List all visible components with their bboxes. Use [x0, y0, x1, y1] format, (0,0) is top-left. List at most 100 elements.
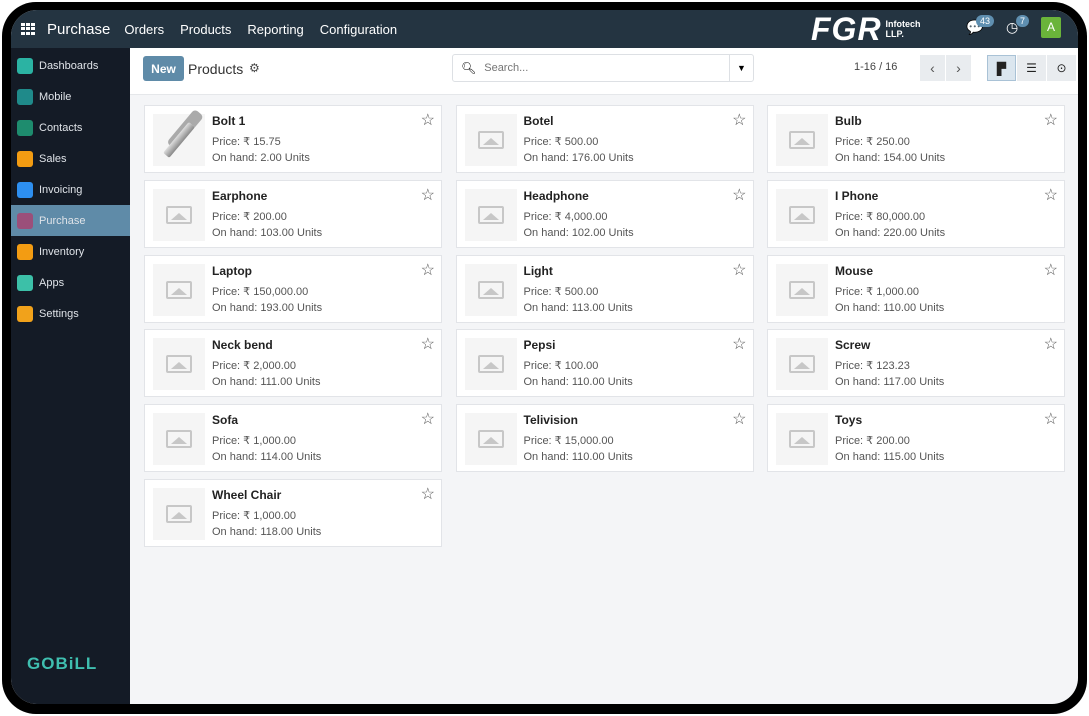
- app-name[interactable]: Purchase: [47, 20, 111, 38]
- product-on-hand: On hand: 111.00 Units: [212, 376, 321, 389]
- product-card[interactable]: Light Price: ₹ 500.00 On hand: 113.00 Un…: [455, 254, 754, 323]
- star-icon[interactable]: ☆: [1043, 261, 1058, 279]
- product-name: Wheel Chair: [212, 488, 282, 502]
- product-on-hand: On hand: 114.00 Units: [212, 451, 322, 464]
- control-panel: New Products ⚙ 🔍︎ ▼ 1-16 / 16 ‹ › ▛ ☰ ⊙: [130, 48, 1078, 95]
- sidebar-item-label: Inventory: [39, 245, 85, 258]
- logo-text: FGR: [811, 11, 882, 47]
- star-icon[interactable]: ☆: [420, 411, 435, 429]
- activities-button[interactable]: ◷ 7: [1006, 15, 1030, 36]
- dashboards-icon: [17, 57, 33, 74]
- star-icon[interactable]: ☆: [420, 112, 435, 129]
- menu-products[interactable]: Products: [180, 21, 232, 37]
- star-icon[interactable]: ☆: [420, 486, 435, 503]
- gear-icon[interactable]: ⚙: [249, 61, 260, 75]
- pager-previous[interactable]: ‹: [920, 55, 945, 81]
- sidebar-item-dashboards[interactable]: Dashboards: [11, 50, 130, 81]
- product-on-hand: On hand: 117.00 Units: [835, 376, 945, 389]
- new-button[interactable]: New: [143, 56, 184, 81]
- product-on-hand: On hand: 176.00 Units: [523, 152, 634, 164]
- product-card[interactable]: Sofa Price: ₹ 1,000.00 On hand: 114.00 U…: [144, 404, 442, 473]
- product-on-hand: On hand: 110.00 Units: [835, 301, 945, 314]
- product-card[interactable]: Screw Price: ₹ 123.23 On hand: 117.00 Un…: [767, 329, 1065, 398]
- product-name: Botel: [523, 114, 554, 128]
- product-image: [776, 263, 828, 316]
- messages-count: 43: [976, 15, 995, 27]
- product-image: [464, 413, 517, 466]
- sidebar-item-mobile[interactable]: Mobile: [11, 81, 130, 112]
- product-on-hand: On hand: 118.00 Units: [212, 526, 322, 538]
- star-icon[interactable]: ☆: [732, 336, 747, 354]
- star-icon[interactable]: ☆: [420, 261, 435, 279]
- product-card[interactable]: Wheel Chair Price: ₹ 1,000.00 On hand: 1…: [144, 479, 442, 547]
- product-image: [153, 413, 205, 466]
- star-icon[interactable]: ☆: [420, 186, 435, 204]
- star-icon[interactable]: ☆: [1043, 186, 1058, 204]
- product-card[interactable]: Telivision Price: ₹ 15,000.00 On hand: 1…: [455, 404, 754, 473]
- product-name: Telivision: [523, 413, 578, 428]
- product-price: Price: ₹ 500.00: [523, 136, 599, 148]
- product-name: Bolt 1: [212, 114, 246, 128]
- sidebar-item-label: Apps: [39, 276, 65, 289]
- product-card[interactable]: Bulb Price: ₹ 250.00 On hand: 154.00 Uni…: [767, 105, 1065, 173]
- sidebar-item-apps[interactable]: Apps: [11, 267, 130, 298]
- product-name: I Phone: [835, 188, 879, 203]
- kanban-view-button[interactable]: ▛: [987, 55, 1016, 81]
- product-on-hand: On hand: 102.00 Units: [523, 226, 634, 239]
- sidebar-item-contacts[interactable]: Contacts: [11, 112, 130, 143]
- sidebar-item-purchase[interactable]: Purchase: [11, 205, 130, 236]
- sales-icon: [17, 150, 33, 167]
- sidebar-item-sales[interactable]: Sales: [11, 143, 130, 174]
- menu-reporting[interactable]: Reporting: [247, 21, 304, 37]
- product-card[interactable]: Toys Price: ₹ 200.00 On hand: 115.00 Uni…: [767, 404, 1065, 473]
- star-icon[interactable]: ☆: [1043, 112, 1058, 129]
- product-card[interactable]: Mouse Price: ₹ 1,000.00 On hand: 110.00 …: [767, 254, 1065, 323]
- product-on-hand: On hand: 113.00 Units: [523, 301, 633, 314]
- star-icon[interactable]: ☆: [1043, 336, 1058, 354]
- company-logo: FGR Infotech LLP.: [811, 12, 921, 46]
- star-icon[interactable]: ☆: [732, 186, 747, 204]
- sidebar-item-settings[interactable]: Settings: [11, 298, 130, 329]
- star-icon[interactable]: ☆: [1043, 411, 1058, 429]
- product-card[interactable]: Headphone Price: ₹ 4,000.00 On hand: 102…: [455, 179, 754, 248]
- messages-button[interactable]: 💬 43: [966, 15, 995, 36]
- search-options-toggle[interactable]: ▼: [729, 55, 753, 81]
- sidebar-item-invoicing[interactable]: Invoicing: [11, 174, 130, 205]
- product-image: [153, 263, 205, 316]
- product-card[interactable]: Botel Price: ₹ 500.00 On hand: 176.00 Un…: [455, 105, 754, 173]
- product-name: Toys: [835, 413, 863, 428]
- menu-configuration[interactable]: Configuration: [319, 21, 398, 37]
- product-on-hand: On hand: 115.00 Units: [835, 451, 945, 464]
- product-price: Price: ₹ 100.00: [523, 360, 599, 373]
- mobile-icon: [17, 88, 33, 105]
- product-card[interactable]: Neck bend Price: ₹ 2,000.00 On hand: 111…: [144, 329, 442, 398]
- product-image: [776, 114, 828, 166]
- product-card[interactable]: Earphone Price: ₹ 200.00 On hand: 103.00…: [144, 179, 442, 248]
- menu-orders[interactable]: Orders: [124, 21, 165, 37]
- product-price: Price: ₹ 150,000.00: [212, 285, 309, 298]
- list-view-button[interactable]: ☰: [1017, 55, 1046, 81]
- star-icon[interactable]: ☆: [732, 112, 747, 129]
- pager-next[interactable]: ›: [946, 55, 971, 81]
- app-grid-icon[interactable]: [21, 23, 35, 35]
- user-avatar[interactable]: A: [1041, 17, 1061, 38]
- product-card[interactable]: I Phone Price: ₹ 80,000.00 On hand: 220.…: [767, 179, 1065, 248]
- search-input[interactable]: [484, 62, 725, 74]
- sidebar-item-label: Contacts: [39, 121, 83, 134]
- star-icon[interactable]: ☆: [732, 261, 747, 279]
- activity-view-button[interactable]: ⊙: [1047, 55, 1076, 81]
- product-image: [776, 338, 828, 391]
- sidebar-item-label: Sales: [39, 152, 67, 165]
- star-icon[interactable]: ☆: [420, 336, 435, 354]
- product-name: Pepsi: [523, 338, 556, 353]
- product-card[interactable]: Bolt 1 Price: ₹ 15.75 On hand: 2.00 Unit…: [144, 105, 442, 173]
- star-icon[interactable]: ☆: [732, 411, 747, 429]
- product-on-hand: On hand: 103.00 Units: [212, 226, 323, 239]
- search-icon: 🔍︎: [461, 61, 477, 75]
- product-card[interactable]: Laptop Price: ₹ 150,000.00 On hand: 193.…: [144, 254, 442, 323]
- product-price: Price: ₹ 4,000.00: [523, 210, 608, 223]
- product-card[interactable]: Pepsi Price: ₹ 100.00 On hand: 110.00 Un…: [455, 329, 754, 398]
- sidebar-item-inventory[interactable]: Inventory: [11, 236, 130, 267]
- sidebar-item-label: Dashboards: [39, 59, 99, 72]
- purchase-icon: [17, 212, 33, 229]
